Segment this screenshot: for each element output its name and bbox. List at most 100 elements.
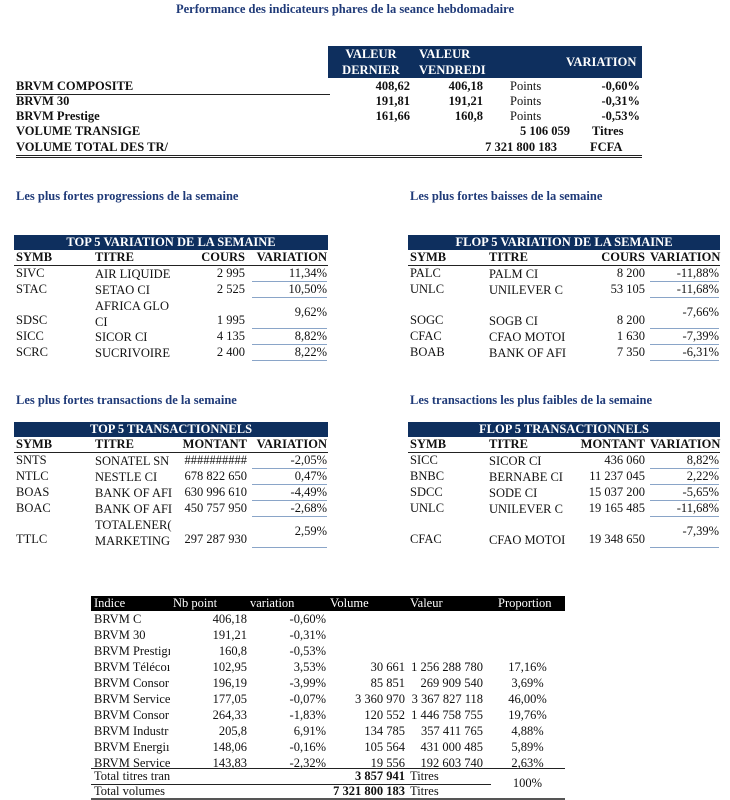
index-points: 191,21 — [212, 628, 247, 642]
col-variation: VARIATION — [650, 437, 721, 451]
row-variation: -2,05% — [252, 453, 327, 469]
index-proportion: 19,76% — [508, 708, 547, 722]
indices-col-variation: variation — [250, 596, 295, 610]
index-name: BRVM 30 — [94, 628, 146, 642]
row-variation: 8,22% — [252, 345, 327, 361]
divider — [16, 94, 330, 95]
row-titre: PALM CI — [489, 267, 539, 281]
header-valeur-dernier-line1: VALEUR — [345, 47, 397, 61]
index-points: 205,8 — [218, 724, 247, 738]
index-name: BRVM C — [94, 612, 142, 626]
index-volume: 19 556 — [370, 756, 405, 770]
index-proportion: 2,63% — [511, 756, 544, 770]
divider — [16, 155, 642, 156]
index-points: 406,18 — [212, 612, 247, 626]
col-variation: VARIATION — [256, 250, 327, 264]
divider — [408, 265, 720, 266]
summary-header — [328, 46, 642, 78]
index-proportion: 4,88% — [511, 724, 544, 738]
section-top-transactions: Les plus fortes transactions de la semai… — [16, 393, 237, 407]
row-amount: 11 237 045 — [589, 469, 645, 483]
col-symb: SYMB — [16, 437, 53, 451]
row-symb: BOAS — [16, 485, 50, 499]
index-value: 1 256 288 780 — [411, 660, 483, 674]
indices-col-proportion: Proportion — [498, 596, 552, 610]
index-name: BRVM Industr — [94, 724, 169, 738]
page-title: Performance des indicateurs phares de la… — [175, 2, 515, 16]
row-symb: UNLC — [410, 501, 445, 515]
top5tx-title: TOP 5 TRANSACTIONNELS — [14, 422, 328, 437]
row-symb: STAC — [16, 282, 47, 296]
row-variation: -7,66% — [650, 305, 719, 329]
row-symb: PALC — [410, 266, 441, 280]
index-points: 160,8 — [218, 644, 247, 658]
index-value: 269 909 540 — [420, 676, 484, 690]
row-amount: 19 165 485 — [588, 501, 645, 515]
row-symb: SICC — [16, 329, 44, 343]
row-titre: TOTALENER(MARKETING — [95, 518, 172, 548]
index-variation: -0,60% — [289, 612, 326, 626]
row-symb: SNTS — [16, 453, 47, 467]
row-amount: 2 995 — [216, 266, 245, 280]
row-titre: UNILEVER C — [489, 502, 563, 516]
index-volume: 3 360 970 — [355, 692, 405, 706]
index-value: 357 411 765 — [420, 724, 483, 738]
row-amount: ########## — [184, 453, 248, 467]
index-points: 148,06 — [212, 740, 247, 754]
index-volume: 85 851 — [370, 676, 405, 690]
row-titre: SOGB CI — [489, 314, 538, 328]
row-titre: AIR LIQUIDE — [95, 267, 171, 281]
row-symb: NTLC — [16, 469, 49, 483]
col-symb: SYMB — [410, 250, 447, 264]
row-titre: NESTLE CI — [95, 470, 158, 484]
summary-variation: -0,53% — [601, 109, 640, 123]
header-valeur-vendredi-line2: VENDREDI — [419, 63, 486, 77]
row-titre: CFAO MOTOI — [489, 330, 566, 344]
index-variation: -1,83% — [289, 708, 326, 722]
divider — [91, 798, 565, 800]
row-variation: -6,31% — [650, 345, 719, 361]
col-titre: TITRE — [489, 437, 528, 451]
row-amount: 53 105 — [610, 282, 645, 296]
row-amount: 15 037 200 — [588, 485, 645, 499]
row-variation: 0,47% — [252, 469, 327, 485]
row-symb: SICC — [410, 453, 438, 467]
row-amount: 2 525 — [216, 282, 245, 296]
total-titres-unit: Titres — [410, 769, 439, 783]
summary-unit: Points — [510, 109, 542, 123]
index-variation: -2,32% — [289, 756, 326, 770]
index-proportion: 46,00% — [508, 692, 547, 706]
index-points: 196,19 — [212, 676, 247, 690]
index-volume: 134 785 — [364, 724, 405, 738]
col-amount: COURS — [201, 250, 245, 264]
indices-col-nb-point: Nb point — [173, 596, 218, 610]
total-titres-label: Total titres tran — [94, 769, 170, 783]
summary-label: BRVM COMPOSITE — [16, 79, 134, 93]
divider — [14, 452, 328, 453]
summary-label: BRVM Prestige — [16, 109, 100, 123]
indices-col-valeur: Valeur — [410, 596, 443, 610]
row-symb: BOAC — [16, 501, 51, 515]
index-variation: -0,53% — [289, 644, 326, 658]
row-titre: UNILEVER C — [489, 283, 563, 297]
index-proportion: 17,16% — [508, 660, 547, 674]
header-variation: VARIATION — [566, 55, 637, 69]
volume-label: VOLUME TRANSIGE — [16, 124, 141, 138]
row-variation: -7,39% — [650, 524, 719, 548]
divider — [91, 768, 565, 769]
index-points: 102,95 — [212, 660, 247, 674]
total-volumes-value: 7 321 800 183 — [333, 784, 405, 798]
header-valeur-dernier: VALEUR DERNIER — [335, 46, 407, 78]
volume-unit: Titres — [592, 124, 624, 138]
row-amount: 297 287 930 — [184, 532, 248, 546]
row-amount: 2 400 — [216, 345, 245, 359]
summary-variation: -0,60% — [601, 79, 640, 93]
row-amount: 8 200 — [616, 313, 645, 327]
index-proportion: 3,69% — [511, 676, 544, 690]
summary-friday: 406,18 — [448, 79, 483, 93]
row-symb: BOAB — [410, 345, 445, 359]
row-variation: 10,50% — [252, 282, 327, 298]
row-symb: SCRC — [16, 345, 48, 359]
header-valeur-vendredi: VALEUR VENDREDI — [419, 46, 486, 78]
summary-last: 408,62 — [375, 79, 410, 93]
